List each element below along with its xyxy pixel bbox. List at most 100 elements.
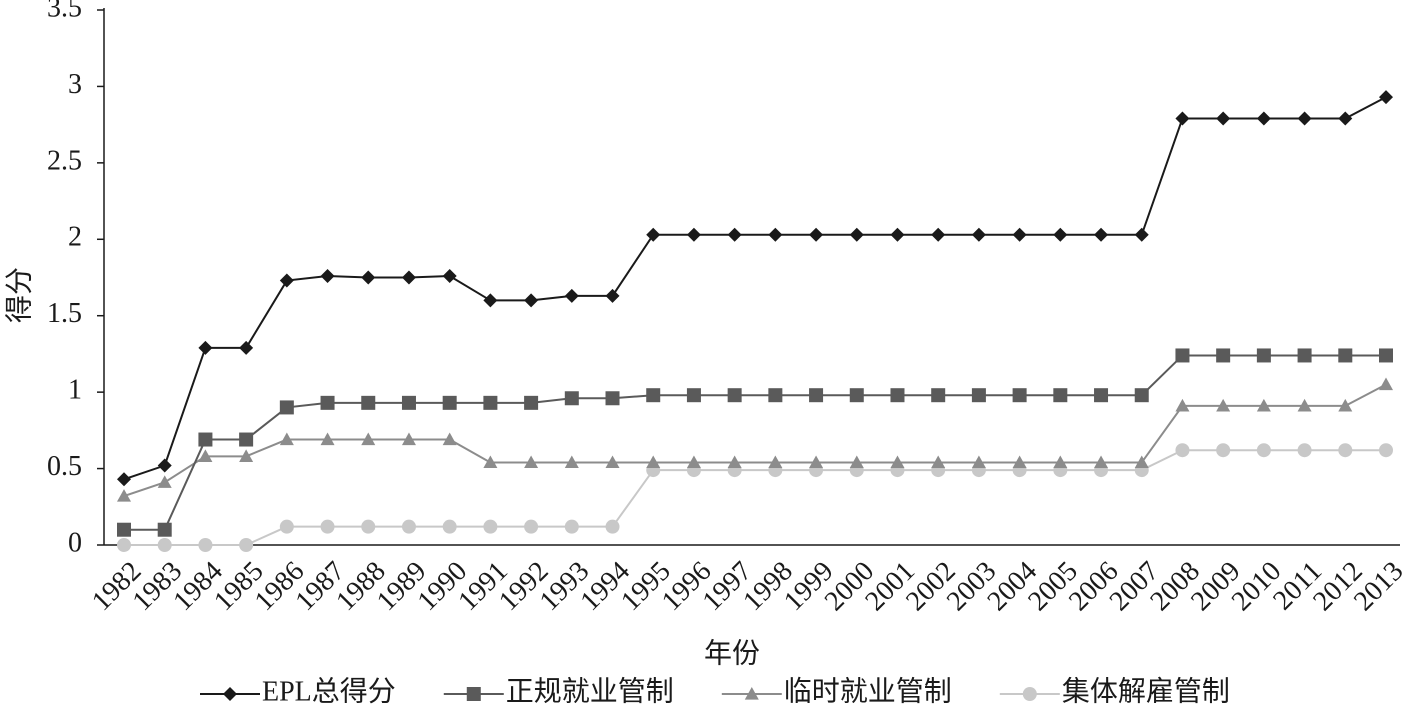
y-tick-label: 2.5: [47, 145, 82, 176]
series-line: [124, 354, 1386, 531]
data-point: [1297, 398, 1312, 412]
data-point: [1297, 443, 1312, 458]
data-point: [1297, 348, 1312, 363]
legend-label: 临时就业管制: [784, 675, 952, 707]
data-point: [1053, 227, 1068, 242]
data-point: [320, 519, 335, 534]
y-tick-label: 3.5: [47, 0, 82, 23]
data-point: [239, 432, 254, 447]
data-point: [1094, 455, 1109, 469]
data-point: [809, 227, 824, 242]
data-point: [279, 432, 294, 446]
data-point: [727, 227, 742, 242]
data-point: [483, 519, 498, 534]
data-point: [117, 538, 131, 552]
data-point: [524, 455, 539, 469]
data-point: [442, 432, 457, 446]
data-point: [279, 273, 294, 288]
data-point: [605, 391, 620, 406]
data-point: [1338, 111, 1353, 126]
y-axis-label: 得分: [3, 267, 35, 323]
data-point: [849, 455, 864, 469]
data-point: [931, 455, 946, 469]
data-point: [401, 395, 416, 410]
data-point: [401, 519, 416, 534]
data-point: [157, 458, 172, 473]
data-point: [849, 227, 864, 242]
data-point: [768, 455, 783, 469]
data-point: [1094, 388, 1109, 403]
data-point: [1175, 111, 1190, 126]
series-line: [124, 449, 1386, 546]
data-point: [890, 455, 905, 469]
data-point: [157, 522, 172, 537]
data-point: [1175, 348, 1190, 363]
legend-marker: [744, 687, 759, 700]
data-point: [727, 455, 742, 469]
y-tick-label: 0.5: [47, 451, 82, 482]
data-point: [971, 455, 986, 469]
data-point: [768, 227, 783, 242]
data-point: [198, 449, 213, 462]
data-point: [971, 388, 986, 403]
data-point: [361, 432, 376, 446]
data-point: [524, 293, 539, 308]
data-point: [157, 538, 172, 552]
data-point: [1297, 111, 1312, 126]
data-point: [931, 388, 946, 403]
data-point: [239, 538, 254, 552]
data-point: [686, 455, 701, 469]
data-point: [686, 227, 701, 242]
legend-label: EPL总得分: [262, 675, 396, 707]
data-point: [564, 519, 579, 534]
data-point: [849, 388, 864, 403]
data-point: [768, 388, 783, 403]
legend-label: 正规就业管制: [506, 675, 674, 707]
data-point: [1134, 388, 1149, 403]
data-point: [442, 395, 457, 410]
y-tick-label: 2: [68, 222, 82, 253]
data-point: [1012, 227, 1027, 242]
data-point: [361, 519, 376, 534]
data-point: [727, 388, 742, 403]
data-point: [605, 288, 620, 303]
data-point: [1256, 443, 1271, 458]
data-point: [1338, 348, 1353, 363]
data-point: [239, 340, 254, 355]
data-point: [1175, 398, 1190, 412]
legend-marker: [1022, 687, 1037, 701]
y-tick-label: 1: [68, 375, 82, 406]
data-point: [809, 388, 824, 403]
data-point: [1012, 388, 1027, 403]
data-point: [198, 538, 213, 552]
data-point: [483, 455, 498, 469]
data-point: [646, 455, 661, 469]
data-point: [320, 432, 335, 446]
data-point: [809, 455, 824, 469]
data-point: [646, 388, 661, 403]
data-point: [1338, 398, 1353, 412]
data-point: [605, 455, 620, 469]
data-point: [1256, 348, 1271, 363]
data-point: [117, 472, 131, 487]
data-point: [1338, 443, 1353, 458]
data-point: [1379, 348, 1393, 363]
data-point: [279, 400, 294, 415]
x-axis-label: 年份: [704, 637, 760, 669]
data-point: [442, 268, 457, 283]
data-point: [401, 270, 416, 285]
data-point: [564, 288, 579, 303]
x-tick-label: 2013: [1348, 556, 1406, 618]
data-point: [524, 519, 539, 534]
data-point: [117, 522, 131, 537]
data-point: [1216, 111, 1231, 126]
data-point: [1216, 348, 1231, 363]
data-point: [1379, 90, 1393, 105]
data-point: [1379, 377, 1393, 391]
data-point: [890, 388, 905, 403]
data-point: [1053, 388, 1068, 403]
data-point: [1256, 111, 1271, 126]
data-point: [361, 270, 376, 285]
data-point: [483, 293, 498, 308]
